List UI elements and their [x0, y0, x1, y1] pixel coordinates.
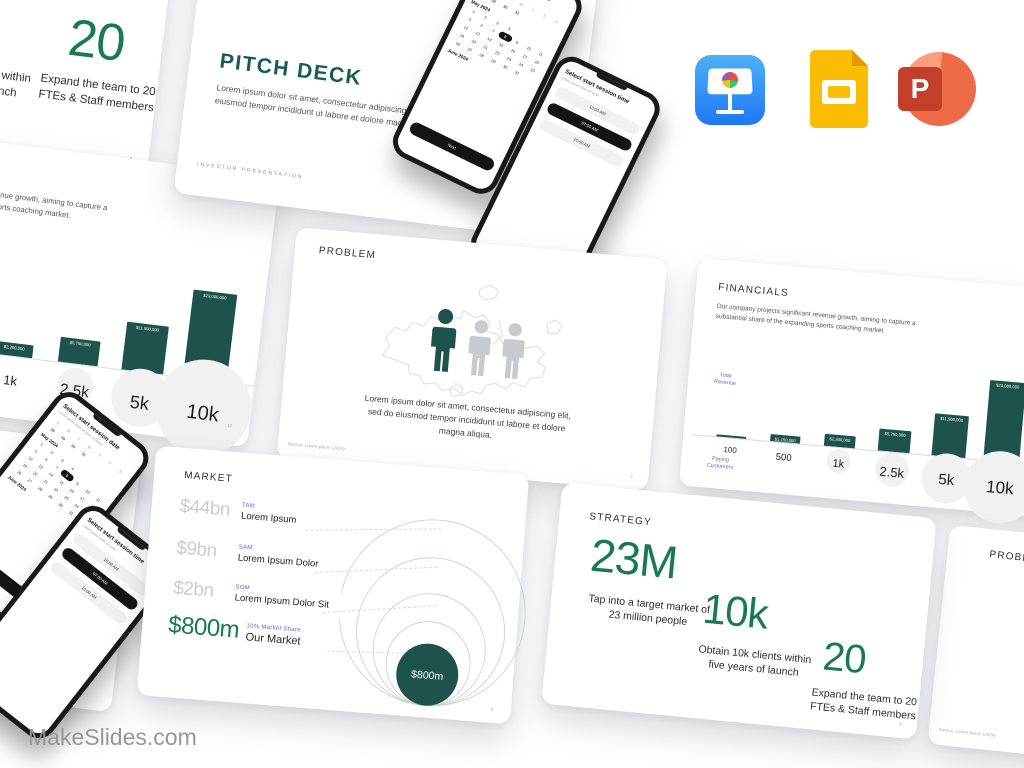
x-tick-5k: 5k	[128, 391, 151, 414]
source-note: Source: Lorem ipsum (2024)	[287, 441, 345, 452]
bar-2-5k: $5,750,000	[877, 428, 912, 454]
stat-10k: 10k	[700, 584, 770, 638]
x-tick-100: 100	[723, 445, 738, 456]
stat-20-caption: Expand the team to 20 FTEs & Staff member…	[809, 686, 918, 723]
powerpoint-icon[interactable]: P	[898, 50, 976, 128]
slide-card-market[interactable]: MARKET $44bn TAM Lorem Ipsum $9bn SAM Lo…	[136, 445, 530, 725]
source-note: Source: Lorem ipsum (2024)	[938, 726, 996, 738]
makeslides-logo[interactable]: MakeSlides.com	[28, 724, 197, 750]
slides-frame-inner	[828, 86, 850, 98]
tam-labels: TAM Lorem Ipsum	[241, 503, 298, 526]
keynote-pie	[722, 72, 738, 88]
tam-label: Lorem Ipsum	[240, 510, 297, 526]
x-tick-10k: 10k	[985, 477, 1015, 499]
x-tick-1k: 1k	[2, 372, 18, 389]
phone-next-button: Next	[407, 120, 497, 173]
google-slides-icon[interactable]	[810, 50, 868, 128]
slide-title: MARKET	[183, 469, 234, 485]
x-tick-1k: 1k	[832, 457, 845, 471]
slide-body: Our company projects significant revenue…	[0, 175, 108, 220]
page-number: 12	[227, 422, 233, 429]
stat-23m: 23M	[588, 528, 680, 589]
person-icon	[502, 323, 525, 380]
person-icon-highlighted	[430, 309, 457, 372]
keynote-icon[interactable]	[695, 55, 765, 125]
page-number: 4	[898, 721, 902, 728]
keynote-base	[716, 110, 744, 114]
sam-value: $9bn	[175, 537, 218, 562]
slide-title: STRATEGY	[588, 511, 653, 529]
slide-card-app-screens-partial[interactable]: Select start session date Lorem ipsum do…	[0, 384, 180, 746]
bar-5k: $11,500,000	[931, 413, 969, 459]
hong-kong-map-outline	[381, 284, 563, 397]
cover-footer: INVESTOR PRESENTATION	[196, 161, 304, 181]
slide-title: PROBLEM	[318, 245, 377, 262]
our-market-labels: 10% Market Share Our Market	[245, 623, 301, 647]
x-tick-5k: 5k	[937, 470, 955, 490]
keynote-stem	[728, 94, 732, 111]
slide-card-problem-partial[interactable]: PROBLEM Source: Lorem ipsum (2024)	[927, 524, 1024, 768]
slide-title: FINANCIALS	[717, 281, 790, 300]
our-market-bubble	[396, 643, 459, 706]
bar-5k: $11,500,000	[121, 321, 169, 375]
x-tick-500: 500	[775, 451, 793, 464]
x-axis-label: Paying Customers	[706, 456, 734, 472]
som-labels: SOM Lorem Ipsum Dolor Sit	[234, 584, 330, 610]
tam-value: $44bn	[178, 495, 231, 521]
our-market-value: $800m	[167, 611, 241, 644]
stat-20: 20	[820, 634, 868, 683]
slide-title: PROBLEM	[988, 549, 1024, 567]
x-tick-2-5k: 2.5k	[878, 463, 905, 481]
stat-20-caption: Expand the team to 20 FTEs & Staff member…	[37, 72, 157, 114]
slides-fold	[852, 50, 868, 66]
our-market-label: Our Market	[245, 631, 301, 648]
slide-card-financials[interactable]: FINANCIALS Our company projects signific…	[678, 258, 1024, 527]
page-number: 2	[630, 473, 634, 479]
som-value: $2bn	[172, 577, 215, 602]
person-icon	[468, 320, 491, 377]
slide-card-strategy[interactable]: STRATEGY 23M Tap into a target market of…	[541, 482, 937, 740]
sam-labels: SAM Lorem Ipsum Dolor	[237, 544, 319, 569]
slide-card-problem[interactable]: PROBLEM Lorem ipsum dolor sit amet, co	[276, 227, 668, 491]
page-number: 9	[490, 706, 494, 712]
tam-sam-som-circles: $800m	[338, 519, 526, 707]
bubble-label: $800m	[411, 668, 444, 683]
bar-10k: $23,000,000	[983, 379, 1024, 463]
powerpoint-letter: P	[898, 67, 942, 111]
x-tick-10k: 10k	[185, 400, 220, 427]
stat-20: 20	[65, 8, 128, 74]
